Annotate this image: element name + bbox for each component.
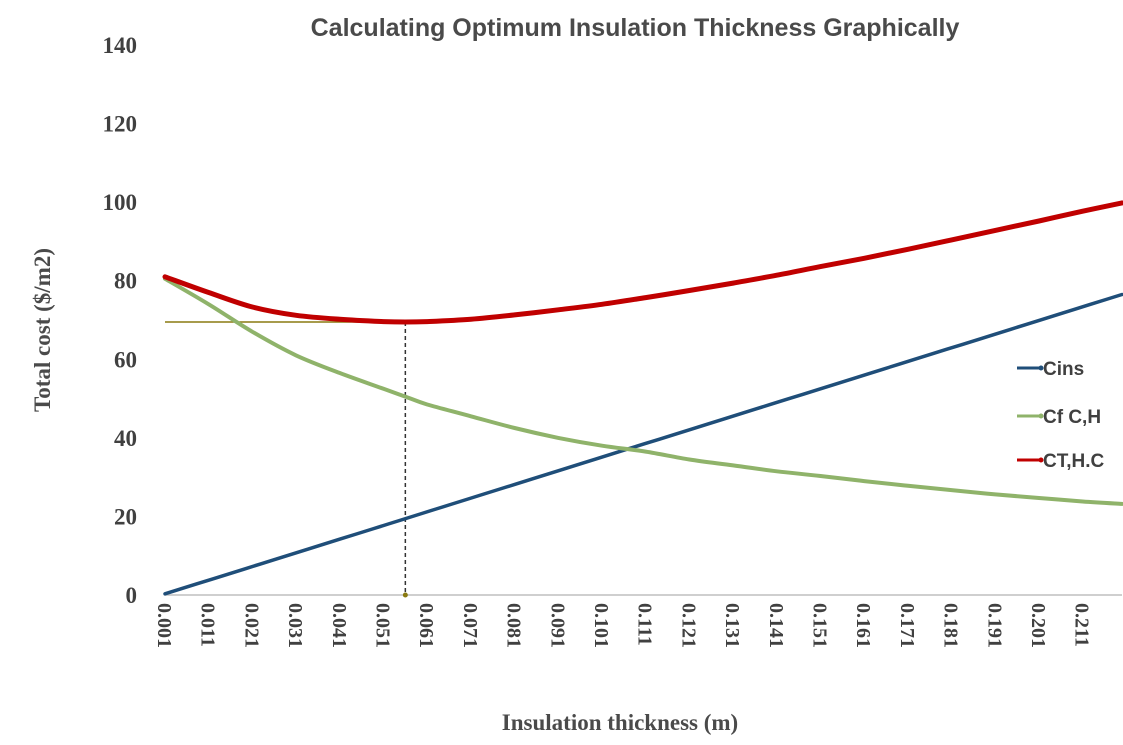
- x-tick-label: 0.151: [808, 603, 830, 648]
- legend-marker-cf: [1038, 413, 1044, 419]
- x-tick-label: 0.141: [765, 603, 787, 648]
- x-tick-label: 0.071: [459, 603, 481, 648]
- y-tick-label: 60: [114, 347, 137, 372]
- x-tick-label: 0.091: [546, 603, 568, 648]
- x-tick-label: 0.061: [415, 603, 437, 648]
- legend-item-cins: Cins: [1017, 359, 1084, 380]
- y-tick-labels: 0 20 40 60 80 100 120 140: [103, 33, 138, 608]
- x-tick-label: 0.001: [153, 603, 175, 648]
- y-tick-label: 140: [103, 33, 138, 58]
- optimum-thickness-marker: [402, 592, 408, 598]
- x-tick-label: 0.161: [852, 603, 874, 648]
- y-tick-label: 20: [114, 504, 137, 529]
- y-tick-label: 80: [114, 269, 137, 294]
- legend-label-ct: CT,H.C: [1043, 451, 1105, 472]
- y-tick-label: 0: [126, 583, 138, 608]
- x-tick-labels: 0.001 0.011 0.021 0.031 0.041 0.051 0.061 0.071…: [153, 603, 1093, 648]
- legend-marker-ct: [1038, 457, 1044, 463]
- x-tick-label: 0.211: [1071, 603, 1093, 647]
- legend-item-cf: Cf C,H: [1017, 407, 1101, 428]
- x-tick-label: 0.081: [503, 603, 525, 648]
- x-tick-label: 0.051: [371, 603, 393, 648]
- cins-series: [163, 292, 1123, 596]
- y-axis-title: Total cost ($/m2): [30, 248, 55, 412]
- legend-label-cins: Cins: [1043, 359, 1084, 380]
- ct-series: [162, 200, 1123, 325]
- y-tick-label: 120: [103, 112, 138, 137]
- legend: Cins Cf C,H CT,H.C: [1017, 359, 1105, 472]
- x-tick-label: 0.041: [328, 603, 350, 648]
- legend-item-ct: CT,H.C: [1017, 451, 1105, 472]
- x-tick-label: 0.201: [1027, 603, 1049, 648]
- x-tick-label: 0.031: [284, 603, 306, 648]
- legend-label-cf: Cf C,H: [1043, 407, 1101, 428]
- x-tick-label: 0.191: [983, 603, 1005, 648]
- y-tick-label: 100: [103, 190, 138, 215]
- x-tick-label: 0.021: [240, 603, 262, 648]
- x-tick-label: 0.131: [721, 603, 743, 648]
- x-tick-label: 0.171: [896, 603, 918, 648]
- x-axis-title: Insulation thickness (m): [502, 710, 738, 735]
- x-tick-label: 0.111: [634, 603, 656, 646]
- x-tick-label: 0.121: [677, 603, 699, 648]
- chart-title: Calculating Optimum Insulation Thickness…: [311, 14, 960, 42]
- cf-series: [163, 276, 1123, 506]
- x-tick-label: 0.101: [590, 603, 612, 648]
- x-tick-label: 0.181: [940, 603, 962, 648]
- y-tick-label: 40: [114, 426, 137, 451]
- legend-marker-cins: [1038, 365, 1044, 371]
- series-layer: [162, 200, 1123, 596]
- x-tick-label: 0.011: [197, 603, 219, 647]
